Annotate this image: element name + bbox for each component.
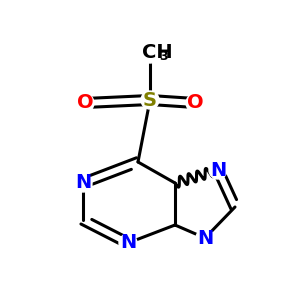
Circle shape <box>76 94 94 112</box>
Circle shape <box>186 94 204 112</box>
Text: O: O <box>187 94 203 112</box>
Text: N: N <box>197 229 213 247</box>
Circle shape <box>196 229 214 247</box>
Text: O: O <box>77 94 93 112</box>
Text: N: N <box>210 160 226 179</box>
Text: N: N <box>75 173 91 193</box>
Circle shape <box>141 91 159 109</box>
Circle shape <box>139 41 161 63</box>
Text: S: S <box>143 91 157 110</box>
Circle shape <box>209 161 227 179</box>
Circle shape <box>74 174 92 192</box>
Text: CH: CH <box>142 43 172 61</box>
Text: 3: 3 <box>159 50 168 62</box>
Circle shape <box>119 234 137 252</box>
Text: N: N <box>120 233 136 253</box>
